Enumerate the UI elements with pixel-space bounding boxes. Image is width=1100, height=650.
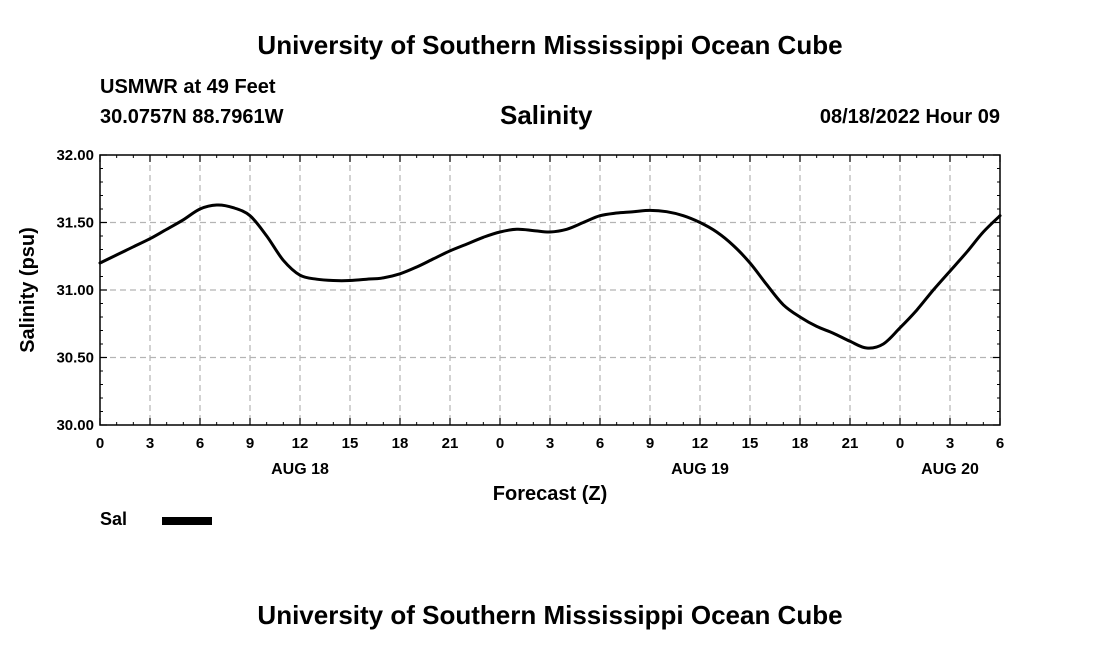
x-tick-label: 0 (896, 435, 904, 452)
x-tick-label: 3 (546, 435, 554, 452)
x-tick-label: 6 (996, 435, 1004, 452)
y-tick-label: 31.00 (56, 282, 94, 299)
x-tick-labels: 0 3 6 9 12 15 18 21 0 3 6 9 12 15 18 21 0 3 6 (96, 435, 1004, 452)
x-tick-label: 9 (246, 435, 254, 452)
x-tick-label: 21 (442, 435, 459, 452)
x-tick-label: 3 (946, 435, 954, 452)
chart-title: Salinity (500, 100, 593, 130)
x-axis-label: Forecast (Z) (493, 483, 607, 505)
date-labels: AUG 18 AUG 19 AUG 20 (271, 461, 979, 478)
x-tick-label: 15 (742, 435, 759, 452)
date-label: AUG 19 (671, 461, 729, 478)
y-tick-label: 30.50 (56, 350, 94, 367)
x-tick-label: 21 (842, 435, 859, 452)
y-tick-label: 30.00 (56, 417, 94, 434)
x-tick-label: 9 (646, 435, 654, 452)
x-tick-label: 18 (392, 435, 409, 452)
y-tick-labels: 30.00 30.50 31.00 31.50 32.00 (56, 147, 94, 434)
legend-label: Sal (100, 509, 127, 529)
x-tick-label: 0 (496, 435, 504, 452)
y-tick-label: 32.00 (56, 147, 94, 164)
series-line-sal (98, 203, 1002, 350)
forecast-datetime: 08/18/2022 Hour 09 (819, 106, 1000, 128)
date-label: AUG 18 (271, 461, 329, 478)
page-title: University of Southern Mississippi Ocean… (257, 30, 843, 60)
y-axis-label: Salinity (psu) (17, 227, 39, 353)
grid-lines (100, 155, 1000, 425)
x-tick-label: 12 (292, 435, 309, 452)
x-tick-label: 6 (596, 435, 604, 452)
footer-title: University of Southern Mississippi Ocean… (257, 600, 843, 630)
plot-frame (99, 154, 1001, 426)
y-tick-label: 31.50 (56, 215, 94, 232)
date-label: AUG 20 (921, 461, 979, 478)
x-tick-label: 6 (196, 435, 204, 452)
x-tick-label: 0 (96, 435, 104, 452)
x-tick-label: 15 (342, 435, 359, 452)
station-coordinates: 30.0757N 88.7961W (100, 106, 284, 128)
x-tick-label: 12 (692, 435, 709, 452)
x-tick-label: 18 (792, 435, 809, 452)
station-label: USMWR at 49 Feet (100, 76, 276, 98)
x-tick-label: 3 (146, 435, 154, 452)
